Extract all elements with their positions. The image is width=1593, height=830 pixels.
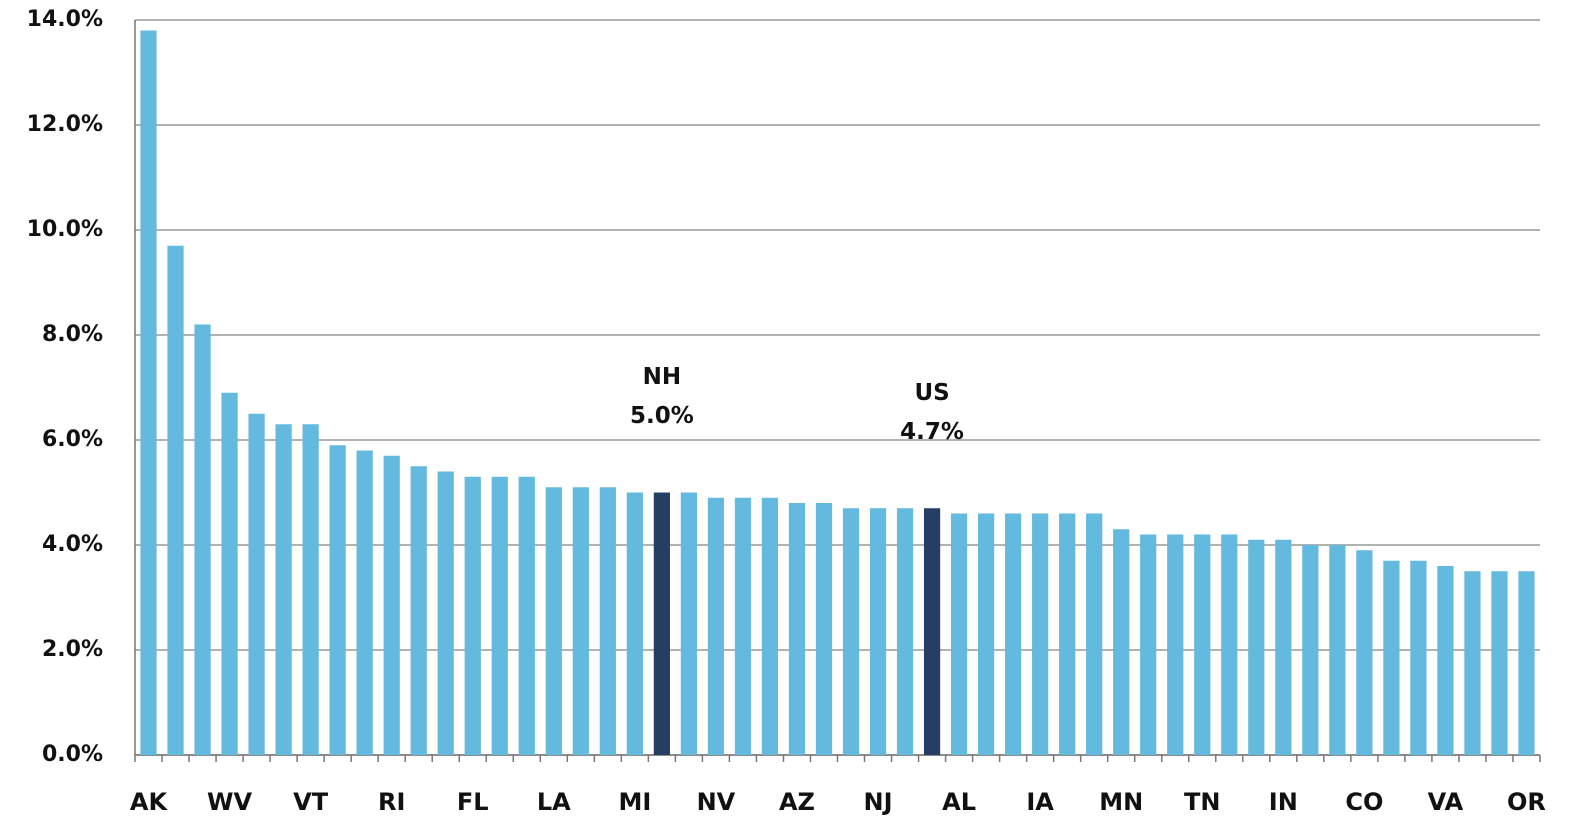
bar (680, 492, 697, 755)
bar (410, 466, 427, 755)
y-tick-label: 10.0% (27, 217, 103, 242)
bar (1518, 571, 1535, 755)
x-tick-label: VT (293, 788, 329, 816)
value-label: 5.0% (630, 403, 694, 429)
bar (1167, 534, 1184, 755)
x-tick-label: NV (697, 788, 736, 816)
bar (1113, 529, 1130, 755)
bar (572, 487, 589, 755)
x-tick-label: AL (942, 788, 976, 816)
x-tick-label: VA (1428, 788, 1464, 816)
bar (518, 476, 535, 755)
y-tick-label: 14.0% (27, 7, 103, 32)
bar (248, 413, 265, 755)
bar (978, 513, 995, 755)
bar (1194, 534, 1211, 755)
bar (1329, 545, 1346, 755)
bar (1086, 513, 1103, 755)
x-tick-label: AZ (779, 788, 815, 816)
bar (1221, 534, 1238, 755)
bar (437, 471, 454, 755)
bar (653, 492, 670, 755)
bar (275, 424, 292, 755)
bar (167, 245, 184, 755)
x-tick-label: CO (1345, 788, 1383, 816)
bar (1302, 545, 1319, 755)
x-tick-label: IN (1269, 788, 1298, 816)
x-tick-label: MN (1099, 788, 1143, 816)
bar (1005, 513, 1022, 755)
value-label: 4.7% (900, 419, 964, 445)
bar (1140, 534, 1157, 755)
bar (707, 497, 725, 755)
x-tick-label: IA (1026, 788, 1054, 816)
bar (869, 508, 887, 755)
bar (356, 450, 373, 755)
x-tick-label: NJ (864, 788, 893, 816)
bar (761, 497, 779, 755)
bar (788, 503, 806, 755)
bar (950, 513, 968, 755)
y-tick-label: 12.0% (27, 112, 103, 137)
y-tick-label: 0.0% (42, 742, 103, 767)
bar (1275, 539, 1292, 755)
x-tick-label: LA (537, 788, 571, 816)
bar (1032, 513, 1049, 755)
bar (302, 424, 319, 755)
bar (1464, 571, 1481, 755)
bar (815, 503, 833, 755)
bar (1383, 560, 1400, 755)
bar (194, 324, 211, 755)
x-tick-label: RI (378, 788, 405, 816)
x-tick-label: WV (207, 788, 252, 816)
bar (329, 445, 346, 755)
annotation: US (914, 380, 949, 406)
y-tick-label: 2.0% (42, 637, 103, 662)
bar (140, 30, 157, 755)
x-tick-label: TN (1184, 788, 1220, 816)
bar (1356, 550, 1373, 755)
x-tick-label: FL (457, 788, 489, 816)
x-tick-label: AK (130, 788, 169, 816)
x-tick-label: OR (1507, 788, 1546, 816)
annotation: NH (643, 364, 682, 390)
bar (1437, 566, 1454, 755)
bar (599, 487, 616, 755)
bar (221, 392, 238, 755)
bar (1248, 539, 1265, 755)
bar (896, 508, 914, 755)
y-tick-label: 8.0% (42, 322, 103, 347)
bar (923, 508, 941, 755)
bar (1059, 513, 1076, 755)
bar (734, 497, 752, 755)
bar (842, 508, 860, 755)
bar (545, 487, 562, 755)
bar (491, 476, 508, 755)
y-tick-label: 6.0% (42, 427, 103, 452)
x-tick-label: MI (618, 788, 651, 816)
bar (383, 455, 400, 755)
bar (1410, 560, 1427, 755)
bar (464, 476, 481, 755)
bar (1491, 571, 1508, 755)
bar (626, 492, 643, 755)
y-tick-label: 4.0% (42, 532, 103, 557)
